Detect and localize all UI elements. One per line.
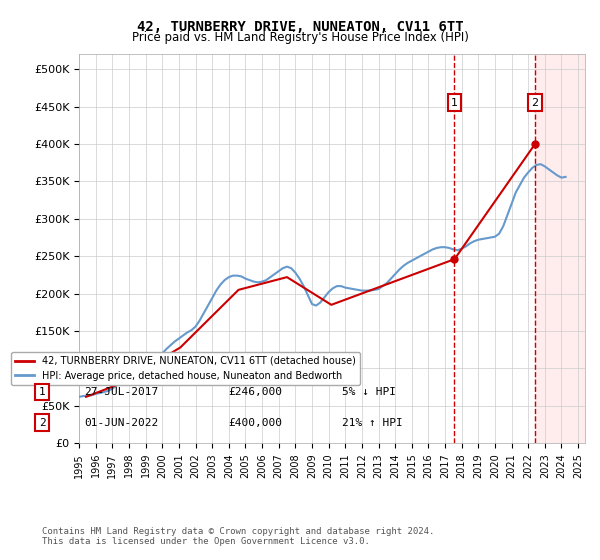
- Bar: [535, 54, 585, 443]
- Text: 21% ↑ HPI: 21% ↑ HPI: [342, 418, 403, 428]
- Text: 42, TURNBERRY DRIVE, NUNEATON, CV11 6TT: 42, TURNBERRY DRIVE, NUNEATON, CV11 6TT: [137, 20, 463, 34]
- Text: 27-JUL-2017: 27-JUL-2017: [84, 387, 158, 397]
- Text: 5% ↓ HPI: 5% ↓ HPI: [342, 387, 396, 397]
- Text: 01-JUN-2022: 01-JUN-2022: [84, 418, 158, 428]
- Text: £400,000: £400,000: [228, 418, 282, 428]
- Text: 1: 1: [38, 387, 46, 397]
- Text: Price paid vs. HM Land Registry's House Price Index (HPI): Price paid vs. HM Land Registry's House …: [131, 31, 469, 44]
- Text: £246,000: £246,000: [228, 387, 282, 397]
- Text: 2: 2: [38, 418, 46, 428]
- Text: 2: 2: [532, 98, 539, 108]
- Text: Contains HM Land Registry data © Crown copyright and database right 2024.
This d: Contains HM Land Registry data © Crown c…: [42, 526, 434, 546]
- Text: 1: 1: [451, 98, 458, 108]
- Legend: 42, TURNBERRY DRIVE, NUNEATON, CV11 6TT (detached house), HPI: Average price, de: 42, TURNBERRY DRIVE, NUNEATON, CV11 6TT …: [11, 352, 360, 385]
